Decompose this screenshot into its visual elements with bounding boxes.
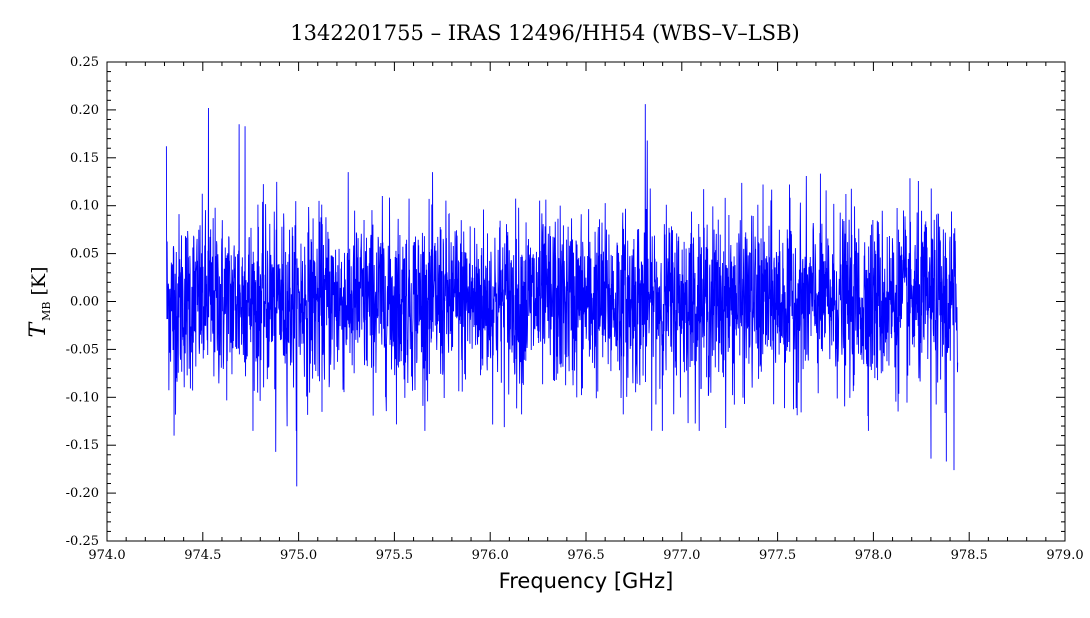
y-axis-unit: [K] bbox=[28, 266, 50, 295]
y-tick-label: 0.00 bbox=[70, 295, 99, 310]
y-tick-label: -0.05 bbox=[66, 342, 99, 357]
y-tick-label: 0.10 bbox=[70, 199, 99, 214]
x-tick-label: 974.5 bbox=[184, 548, 221, 563]
y-tick-label: -0.20 bbox=[66, 486, 99, 501]
x-tick-label: 976.0 bbox=[472, 548, 509, 563]
x-tick-label: 977.5 bbox=[759, 548, 796, 563]
spectrum-line bbox=[165, 104, 959, 487]
y-axis-symbol: T bbox=[26, 321, 51, 338]
y-axis-subscript: MB bbox=[40, 301, 53, 320]
x-tick-label: 974.0 bbox=[88, 548, 125, 563]
y-tick-label: -0.10 bbox=[66, 390, 99, 405]
x-axis-label: Frequency [GHz] bbox=[499, 569, 674, 593]
x-tick-label: 975.0 bbox=[280, 548, 317, 563]
x-tick-label: 979.0 bbox=[1046, 548, 1083, 563]
y-tick-label: 0.25 bbox=[70, 55, 99, 70]
y-tick-label: -0.25 bbox=[66, 534, 99, 549]
spectrum-series bbox=[165, 104, 959, 487]
y-tick-label: 0.20 bbox=[70, 103, 99, 118]
x-tick-label: 977.0 bbox=[663, 548, 700, 563]
chart-title: 1342201755 – IRAS 12496/HH54 (WBS–V–LSB) bbox=[290, 21, 799, 45]
x-tick-label: 975.5 bbox=[376, 548, 413, 563]
y-axis-ticks: 0.25 0.20 0.15 0.10 0.05 0.00 -0.05 -0.10 -0.15 -… bbox=[66, 55, 1065, 549]
svg-text:TMB[K]: TMB [K] bbox=[26, 266, 53, 337]
x-tick-label: 978.0 bbox=[855, 548, 892, 563]
y-tick-label: 0.05 bbox=[70, 247, 99, 262]
y-axis-label: TMB [K] bbox=[26, 266, 53, 337]
y-tick-label: -0.15 bbox=[66, 438, 99, 453]
x-tick-label: 976.5 bbox=[567, 548, 604, 563]
spectrum-plot bbox=[106, 61, 1066, 542]
x-tick-label: 978.5 bbox=[951, 548, 988, 563]
y-tick-label: 0.15 bbox=[70, 151, 99, 166]
x-axis-ticks: 974.0 974.5 975.0 975.5 976.0 976.5 977.0 977.5… bbox=[88, 62, 1084, 563]
